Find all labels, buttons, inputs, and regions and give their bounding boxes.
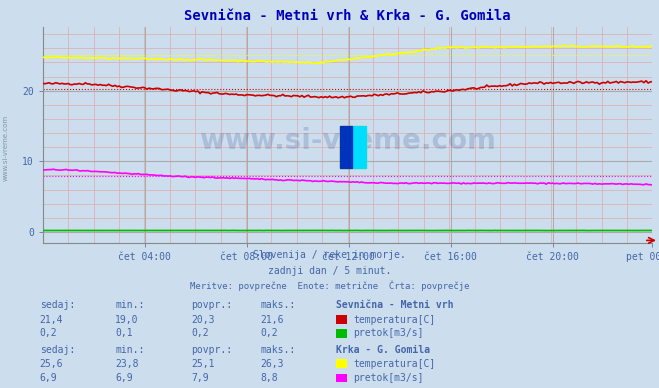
Text: Sevnična - Metni vrh: Sevnična - Metni vrh (336, 300, 453, 310)
Text: 25,1: 25,1 (191, 359, 215, 369)
Text: www.si-vreme.com: www.si-vreme.com (2, 114, 9, 180)
Text: 20,3: 20,3 (191, 315, 215, 325)
Text: 0,1: 0,1 (115, 328, 133, 338)
Text: povpr.:: povpr.: (191, 345, 232, 355)
Text: 6,9: 6,9 (115, 373, 133, 383)
Text: 8,8: 8,8 (260, 373, 278, 383)
Text: 21,4: 21,4 (40, 315, 63, 325)
Bar (340, 126, 366, 168)
Text: min.:: min.: (115, 300, 145, 310)
Text: 23,8: 23,8 (115, 359, 139, 369)
Text: pretok[m3/s]: pretok[m3/s] (353, 328, 424, 338)
Text: 26,3: 26,3 (260, 359, 284, 369)
Text: www.si-vreme.com: www.si-vreme.com (199, 127, 496, 155)
Bar (352, 126, 366, 168)
Text: 0,2: 0,2 (40, 328, 57, 338)
Text: temperatura[C]: temperatura[C] (353, 359, 436, 369)
Text: 6,9: 6,9 (40, 373, 57, 383)
Text: Meritve: povprečne  Enote: metrične  Črta: povprečje: Meritve: povprečne Enote: metrične Črta:… (190, 281, 469, 291)
Text: 19,0: 19,0 (115, 315, 139, 325)
Text: Slovenija / reke in morje.: Slovenija / reke in morje. (253, 250, 406, 260)
Text: sedaj:: sedaj: (40, 300, 74, 310)
Text: povpr.:: povpr.: (191, 300, 232, 310)
Text: maks.:: maks.: (260, 345, 295, 355)
Text: 0,2: 0,2 (260, 328, 278, 338)
Text: 7,9: 7,9 (191, 373, 209, 383)
Text: maks.:: maks.: (260, 300, 295, 310)
Text: min.:: min.: (115, 345, 145, 355)
Text: 0,2: 0,2 (191, 328, 209, 338)
Text: 21,6: 21,6 (260, 315, 284, 325)
Text: pretok[m3/s]: pretok[m3/s] (353, 373, 424, 383)
Text: sedaj:: sedaj: (40, 345, 74, 355)
Title: Sevnična - Metni vrh & Krka - G. Gomila: Sevnična - Metni vrh & Krka - G. Gomila (185, 9, 511, 23)
Text: 25,6: 25,6 (40, 359, 63, 369)
Bar (340, 126, 352, 168)
Text: zadnji dan / 5 minut.: zadnji dan / 5 minut. (268, 265, 391, 275)
Text: Krka - G. Gomila: Krka - G. Gomila (336, 345, 430, 355)
Text: temperatura[C]: temperatura[C] (353, 315, 436, 325)
